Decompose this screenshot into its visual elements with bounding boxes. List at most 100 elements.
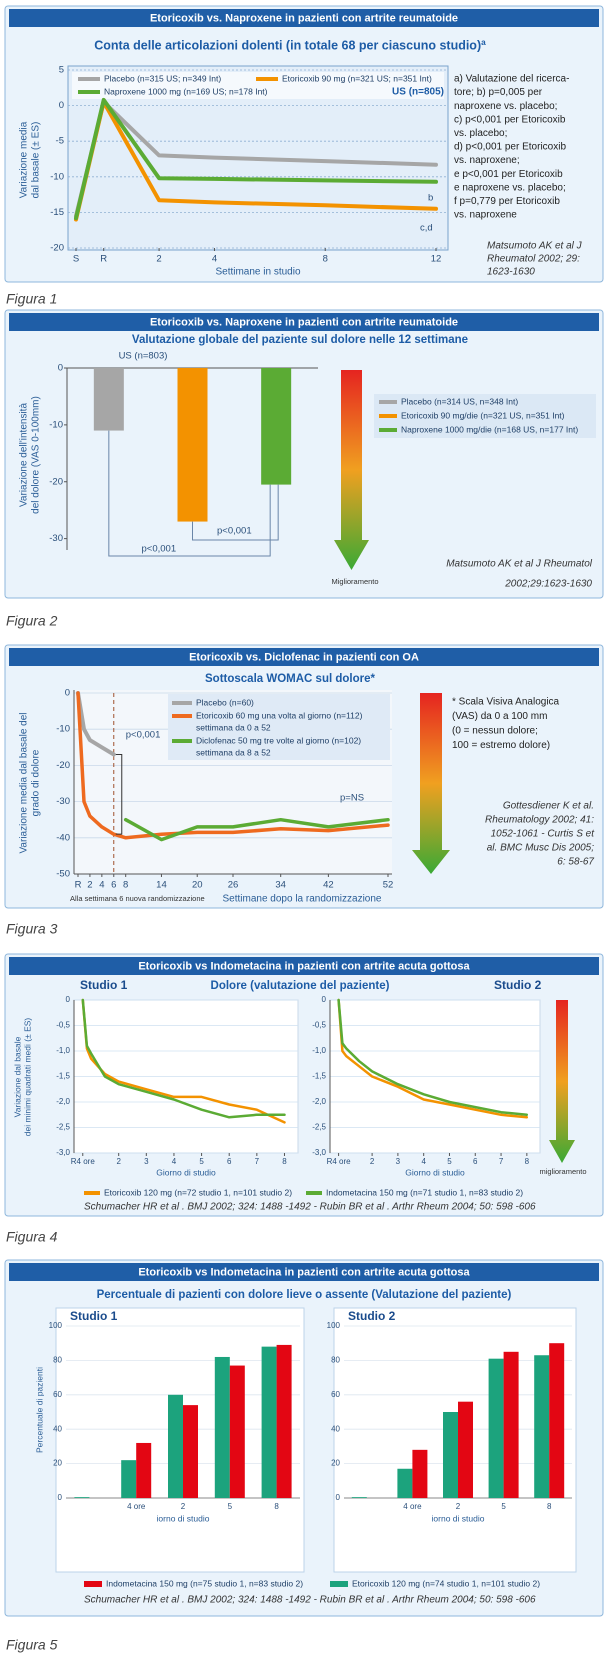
x-tick-label: S [73,254,79,265]
legend-label: Indometacina 150 mg (n=71 studio 1, n=83… [326,1187,523,1197]
citation: 1623-1630 [487,267,535,278]
y-tick-label: -1,0 [56,1046,70,1055]
x-tick-label: 52 [383,880,394,891]
y-tick-label: -3,0 [56,1148,70,1157]
annotation: miglioramento [539,1167,586,1176]
legend-label: Placebo (n=315 US; n=349 Int) [104,73,221,83]
bar [443,1412,458,1498]
data-line [76,691,390,840]
legend-label: Indometacina 150 mg (n=75 studio 1, n=83… [106,1578,303,1588]
legend-label: Etoricoxib 120 mg (n=72 studio 1, n=101 … [104,1187,292,1197]
figure-header: Etoricoxib vs. Naproxene in pazienti con… [150,12,458,24]
header-bar [9,313,599,331]
y-tick-label: -2,5 [312,1123,326,1132]
legend-box [168,694,390,760]
subtitle: Studio 2 [348,1309,396,1323]
y-tick-label: 0 [59,100,64,111]
y-tick-label: 0 [58,1493,63,1502]
legend-label: Naproxene 1000 mg (n=169 US; n=178 Int) [104,86,268,96]
x-tick-label: 6 [111,880,116,891]
bar [351,1497,367,1498]
x-tick-label: 5 [228,1502,233,1511]
figure-header: Etoricoxib vs Indometacina in pazienti c… [138,1266,470,1278]
y-tick-label: 40 [331,1424,340,1433]
significance-bracket [108,430,271,557]
legend-label: Naproxene 1000 mg/die (n=168 US, n=177 I… [401,424,578,434]
citation: Matsumoto AK et al J [487,241,583,252]
x-axis-label: Giorno di studio [156,1167,216,1177]
citation: al. BMC Musc Dis 2005; [487,843,594,854]
bar [261,368,292,485]
footnote: a) Valutazione del ricerca- [454,74,569,85]
legend-box [72,72,444,99]
y-tick-label: 100 [327,1321,341,1330]
y-tick-label: 80 [53,1356,62,1365]
y-tick-label: -1,0 [312,1046,326,1055]
annotation: Miglioramento [331,577,378,586]
annotation: p<0,001 [142,544,177,555]
figure-header: Etoricoxib vs Indometacina in pazienti c… [138,960,470,972]
subtitle: Studio 1 [70,1309,118,1323]
x-tick-label: 4 [99,880,104,891]
y-tick-label: -2,5 [56,1123,70,1132]
bar [177,368,208,522]
annotation: US (n=805) [392,87,444,98]
y-tick-label: -10 [49,419,63,430]
citation: Rheumatol 2002; 29: [487,254,580,265]
annotation: Alla settimana 6 nuova randomizzazione [70,894,205,903]
data-line [81,998,286,1119]
legend-label: settimana da 0 a 52 [196,722,271,732]
bar [229,1365,245,1498]
y-tick-label: -30 [56,796,70,807]
x-tick-label: 4 [421,1157,426,1166]
figure-header: Etoricoxib vs. Naproxene in pazienti con… [150,316,458,328]
y-tick-label: 0 [66,995,71,1004]
bar [121,1460,137,1498]
x-tick-label: 2 [156,254,161,265]
x-tick-label: 5 [501,1502,506,1511]
x-axis-label: iorno di studio [432,1513,485,1523]
subtitle: Studio 1 [80,978,128,992]
x-tick-label: 5 [447,1157,452,1166]
footnote: naproxene vs. placebo; [454,101,557,112]
bar [549,1343,565,1498]
x-tick-label: R4 ore [327,1157,352,1166]
chart-title: Sottoscala WOMAC sul dolore* [205,673,375,685]
footnote: d) p<0,001 per Etoricoxib [454,142,566,153]
footnote: c) p<0,001 per Etoricoxib [454,114,566,125]
legend-swatch [84,1581,102,1587]
x-tick-label: 2 [370,1157,375,1166]
annotation: p=NS [340,793,364,804]
footnote: vs. naproxene; [454,155,520,166]
annotation: US (n=803) [119,351,168,362]
figure-caption: Figura 4 [6,1229,58,1245]
data-line [81,998,286,1124]
footnote: tore; b) p=0,005 per [454,87,543,98]
footnote: e naproxene vs. placebo; [454,182,566,193]
x-tick-label: 34 [275,880,286,891]
y-tick-label: -40 [56,832,70,843]
x-tick-label: 8 [547,1502,552,1511]
y-tick-label: -2,0 [312,1097,326,1106]
y-tick-label: -20 [56,760,70,771]
data-line [74,97,438,221]
y-tick-label: 0 [336,1493,341,1502]
legend-label: Etoricoxib 90 mg/die (n=321 US, n=351 In… [401,410,565,420]
y-tick-label: -15 [50,207,64,218]
y-tick-label: 0 [322,995,327,1004]
improvement-arrow [412,693,450,874]
legend-label: Placebo (n=60) [196,697,254,707]
x-tick-label: 5 [199,1157,204,1166]
x-tick-label: 3 [144,1157,149,1166]
x-tick-label: 2 [116,1157,121,1166]
y-tick-label: 0 [58,363,63,374]
citation: Schumacher HR et al . BMJ 2002; 324: 148… [84,1595,536,1606]
bar [136,1442,152,1498]
annotation: p<0,001 [217,526,252,537]
y-tick-label: -0,5 [312,1021,326,1030]
significance-bracket [192,484,279,541]
bar [183,1405,198,1498]
bar [261,1346,277,1498]
